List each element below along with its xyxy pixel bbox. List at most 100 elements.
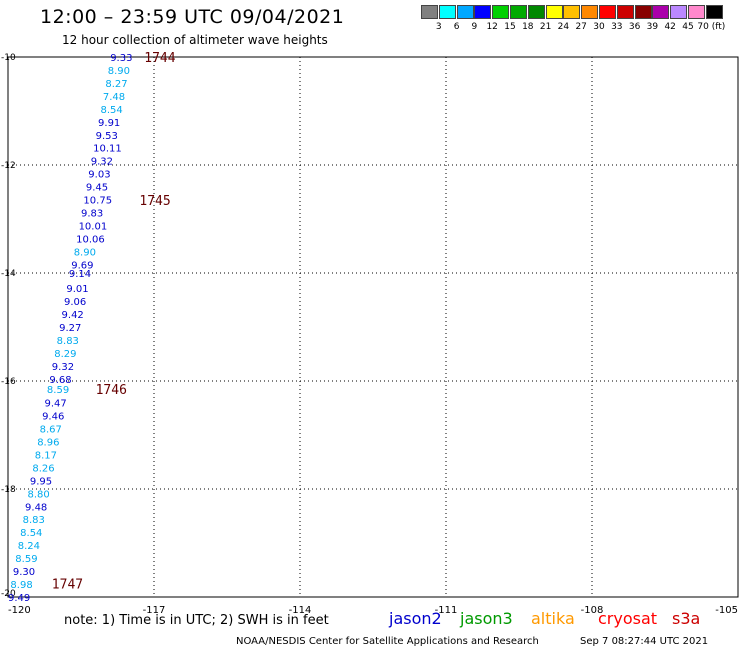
wave-height-label: 7.48 [103, 92, 125, 103]
wave-height-label: 9.06 [64, 297, 86, 308]
color-scale-legend: 3 6 9 12 15 18 21 24 27 30 33 36 39 42 45 70 (ft) [421, 5, 726, 34]
wave-height-label: 9.91 [98, 118, 120, 129]
wave-height-label: 9.45 [86, 183, 108, 194]
satellite-jason2: jason2 [389, 609, 442, 628]
wave-height-label: 9.30 [13, 567, 35, 578]
wave-height-label: 10.06 [76, 234, 105, 245]
legend-swatch [616, 5, 634, 19]
legend-swatch [421, 5, 438, 19]
lat-tick-label: -16 [1, 377, 16, 387]
wave-height-label: 8.83 [57, 336, 79, 347]
legend-swatch [509, 5, 527, 19]
legend-label: 18 [522, 22, 534, 32]
wave-height-label: 9.95 [30, 476, 52, 487]
legend-swatch [563, 5, 581, 19]
legend-label: 42 [664, 22, 676, 32]
wave-height-label: 9.48 [25, 502, 47, 513]
wave-height-label: 8.54 [100, 105, 122, 116]
page-subtitle: 12 hour collection of altimeter wave hei… [62, 33, 328, 47]
wave-height-label: 9.32 [91, 157, 113, 168]
legend-swatches [421, 5, 724, 19]
legend-swatch [687, 5, 705, 19]
legend-swatch [705, 5, 723, 19]
wave-height-label: 9.53 [96, 131, 118, 142]
legend-swatch [474, 5, 492, 19]
legend-swatch [545, 5, 563, 19]
wave-height-label: 8.29 [54, 349, 76, 360]
legend-swatch [438, 5, 456, 19]
legend-label: 33 [611, 22, 623, 32]
time-label: 1746 [96, 383, 127, 398]
legend-swatch [598, 5, 616, 19]
satellite-altika: altika [531, 609, 575, 628]
wave-height-label: 9.01 [66, 284, 88, 295]
wave-height-label: 9.27 [59, 323, 81, 334]
wave-height-label: 10.75 [83, 196, 112, 207]
lon-tick-label: -111 [435, 605, 458, 616]
wave-height-label: 9.33 [110, 53, 132, 64]
time-label: 1745 [139, 194, 170, 209]
satellite-s3a: s3a [672, 609, 701, 628]
credit-text: NOAA/NESDIS Center for Satellite Applica… [236, 636, 539, 647]
wave-height-label: 10.11 [93, 144, 122, 155]
legend-label: 70 (ft) [697, 22, 726, 32]
legend-label: 3 [435, 22, 442, 32]
lon-tick-label: -117 [143, 605, 166, 616]
lon-tick-label: -108 [581, 605, 604, 616]
wave-height-label: 8.90 [74, 247, 96, 258]
wave-height-label: 8.59 [47, 385, 69, 396]
wave-height-label: 8.26 [32, 463, 54, 474]
page-title: 12:00 – 23:59 UTC 09/04/2021 [40, 6, 345, 28]
wave-height-label: 9.32 [52, 362, 74, 373]
footnote: note: 1) Time is in UTC; 2) SWH is in fe… [64, 613, 329, 628]
legend-label: 21 [539, 22, 552, 32]
wave-height-label: 8.59 [15, 554, 37, 565]
legend-swatch [456, 5, 474, 19]
legend-label: 15 [504, 22, 516, 32]
wave-height-label: 9.03 [88, 170, 110, 181]
time-label: 1744 [144, 51, 175, 66]
wave-height-label: 8.90 [108, 66, 130, 77]
wave-height-label: 9.14 [69, 269, 91, 280]
wave-height-label: 9.47 [45, 399, 67, 410]
legend-label: 27 [575, 22, 587, 32]
legend-label: 30 [593, 22, 605, 32]
lon-tick-label: -120 [8, 605, 31, 616]
wave-height-label: 8.17 [35, 450, 57, 461]
legend-label: 6 [453, 22, 460, 32]
time-label: 1747 [52, 578, 83, 593]
lat-tick-label: -18 [1, 485, 16, 495]
legend-swatch [652, 5, 670, 19]
legend-label: 9 [471, 22, 478, 32]
lat-tick-label: -20 [1, 589, 16, 599]
satellite-cryosat: cryosat [598, 609, 658, 628]
lon-tick-label: -114 [289, 605, 312, 616]
legend-label: 45 [682, 22, 694, 32]
wave-height-label: 8.96 [37, 437, 59, 448]
wave-height-label: 8.80 [27, 489, 49, 500]
wave-height-label: 9.46 [42, 412, 64, 423]
legend-swatch [670, 5, 688, 19]
legend-label: 12 [486, 22, 498, 32]
wave-height-label: 10.01 [79, 221, 108, 232]
wave-height-label: 8.67 [40, 425, 62, 436]
legend-label: 24 [557, 22, 570, 32]
legend-labels: 3 6 9 12 15 18 21 24 27 30 33 36 39 42 45 70 (ft) [421, 22, 726, 34]
wave-height-label: 8.27 [105, 79, 127, 90]
wave-height-label: 9.68 [49, 375, 71, 386]
lat-tick-label: -12 [1, 161, 16, 171]
lat-tick-label: -10 [1, 53, 16, 63]
wave-height-label: 9.69 [71, 260, 93, 271]
lat-tick-label: -14 [1, 269, 16, 279]
wave-height-label: 9.83 [81, 209, 103, 220]
generated-timestamp: Sep 7 08:27:44 UTC 2021 [580, 636, 709, 647]
legend-swatch [492, 5, 510, 19]
wave-height-label: 8.98 [10, 580, 32, 591]
legend-swatch [527, 5, 545, 19]
wave-height-label: 8.54 [20, 528, 42, 539]
wave-height-label: 9.42 [62, 310, 84, 321]
legend-swatch [634, 5, 652, 19]
wave-height-label: 9.49 [8, 593, 30, 604]
wave-height-label: 8.24 [18, 541, 40, 552]
